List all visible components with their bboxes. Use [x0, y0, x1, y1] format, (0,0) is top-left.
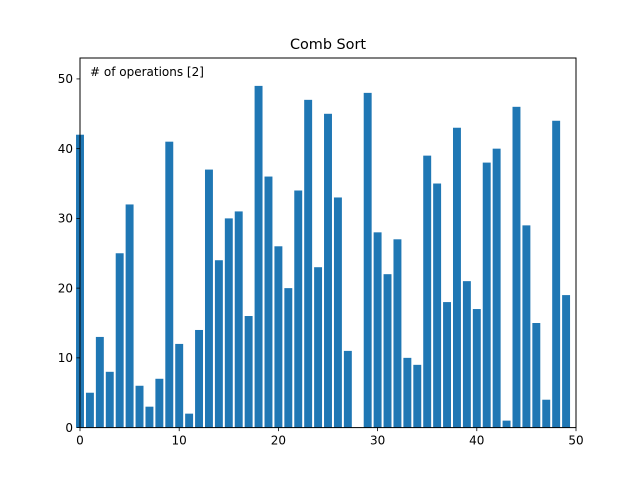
bar-30 [373, 232, 382, 428]
bar-14 [214, 260, 223, 428]
bar-16 [234, 211, 243, 428]
y-tick-label: 40 [58, 142, 73, 156]
bar-22 [294, 190, 303, 428]
bar-41 [482, 162, 491, 428]
bar-17 [244, 316, 253, 428]
bar-4 [115, 253, 124, 428]
bar-8 [155, 378, 164, 428]
bar-33 [403, 357, 412, 428]
bar-34 [413, 364, 422, 428]
axes-frame [79, 57, 577, 429]
bar-1 [85, 392, 94, 428]
y-tick-label: 50 [58, 72, 73, 86]
x-tick-label: 0 [76, 434, 84, 448]
bar-42 [492, 148, 501, 428]
bar-2 [95, 336, 104, 428]
bar-45 [522, 225, 531, 428]
bar-43 [502, 420, 511, 428]
bar-15 [224, 218, 233, 428]
bar-9 [165, 141, 174, 428]
bar-44 [512, 106, 521, 428]
y-tick-label: 10 [58, 351, 73, 365]
bar-24 [314, 267, 323, 428]
bar-48 [552, 120, 561, 428]
bar-11 [185, 413, 194, 428]
x-tick-label: 50 [568, 434, 583, 448]
bar-13 [204, 169, 213, 428]
bar-32 [393, 239, 402, 428]
x-tick-label: 40 [469, 434, 484, 448]
x-axis-ticks: 0 10 20 30 40 50 [76, 427, 584, 448]
bar-29 [363, 92, 372, 428]
bar-49 [562, 295, 571, 428]
bar-39 [462, 281, 471, 428]
bar-31 [383, 274, 392, 428]
chart-title: Comb Sort [290, 37, 366, 53]
bar-18 [254, 85, 263, 428]
bar-46 [532, 323, 541, 428]
bar-36 [433, 183, 442, 428]
bar-38 [452, 127, 461, 428]
y-axis-ticks: 0 10 20 30 40 50 [58, 72, 80, 435]
bar-37 [443, 302, 452, 428]
bar-47 [542, 399, 551, 428]
bar-5 [125, 204, 134, 428]
x-tick-label: 10 [172, 434, 187, 448]
bar-6 [135, 385, 144, 428]
bar-23 [304, 99, 313, 428]
bar-25 [324, 113, 332, 428]
bar-40 [472, 309, 481, 428]
bar-26 [333, 197, 342, 428]
bar-10 [175, 343, 184, 428]
y-tick-label: 20 [58, 281, 73, 295]
x-tick-label: 20 [271, 434, 286, 448]
bars-group [76, 85, 571, 428]
bar-27 [343, 350, 352, 428]
bar-3 [105, 371, 114, 428]
bar-35 [423, 155, 432, 428]
operations-annotation: # of operations [2] [90, 65, 204, 79]
y-tick-label: 30 [58, 212, 73, 226]
bar-12 [195, 329, 204, 428]
bar-20 [274, 246, 283, 428]
y-tick-label: 0 [65, 421, 73, 435]
bar-7 [145, 406, 154, 428]
bar-21 [284, 288, 293, 428]
x-tick-label: 30 [370, 434, 385, 448]
bar-19 [264, 176, 273, 428]
